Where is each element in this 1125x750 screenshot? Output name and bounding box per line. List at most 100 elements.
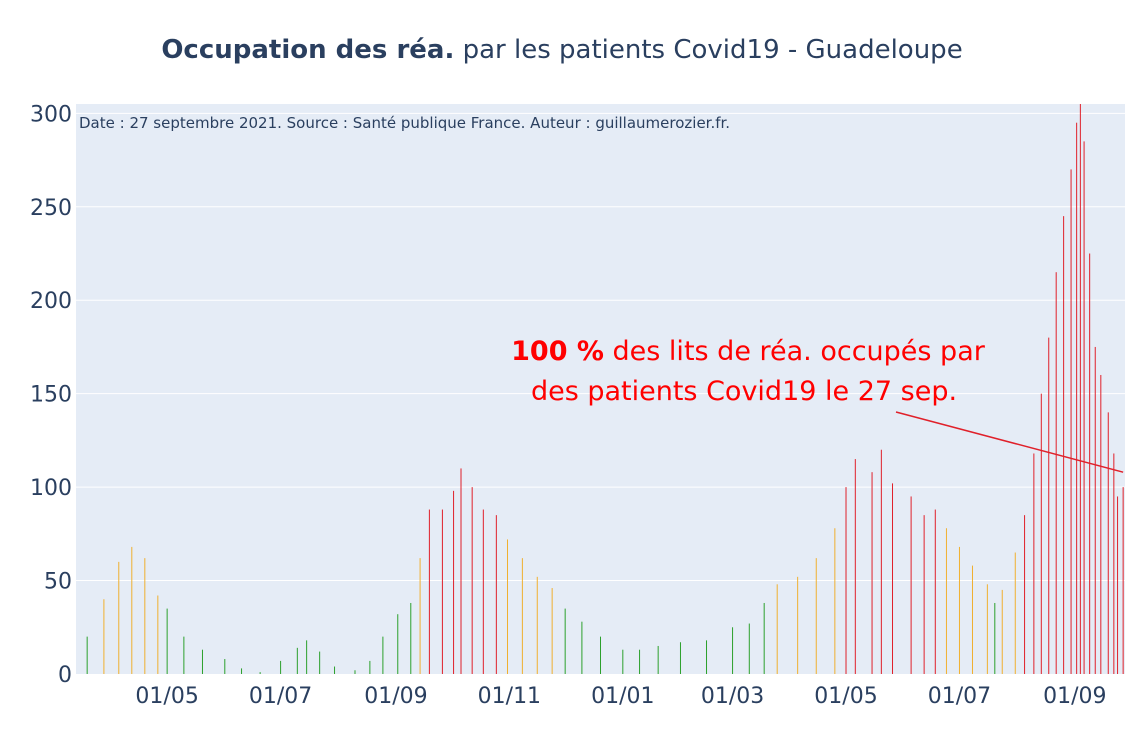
bar: [732, 627, 734, 674]
bar: [428, 509, 430, 674]
chart-title-bold: Occupation des réa.: [161, 35, 454, 65]
bar: [551, 588, 553, 674]
bar: [397, 614, 399, 674]
bar: [507, 539, 509, 674]
plot-background: [76, 104, 1125, 674]
x-tick-label: 01/11: [478, 684, 541, 709]
bar: [224, 659, 226, 674]
bar: [880, 449, 882, 674]
y-tick-label: 50: [44, 570, 72, 595]
y-tick-label: 200: [30, 289, 72, 314]
bar: [892, 483, 894, 674]
bars-group: [86, 104, 1124, 675]
bar: [306, 640, 308, 674]
bar: [382, 636, 384, 674]
source-note: Date : 27 septembre 2021. Source : Santé…: [79, 114, 730, 132]
y-tick-label: 0: [58, 663, 72, 688]
bar: [157, 595, 159, 674]
x-tick-label: 01/05: [814, 684, 877, 709]
bar: [1076, 122, 1078, 674]
bar: [657, 645, 659, 674]
bar: [1055, 272, 1057, 674]
x-axis-ticks: 01/05 01/07 01/09 01/11 01/01 01/03 01/05 01/07…: [135, 684, 1106, 709]
bar: [521, 558, 523, 674]
bar: [797, 576, 799, 674]
y-tick-label: 250: [30, 196, 72, 221]
bar: [1048, 337, 1050, 674]
bar: [834, 528, 836, 674]
bar: [1107, 412, 1109, 674]
annotation-line-2: des patients Covid19 le 27 sep.: [531, 376, 957, 407]
bar: [854, 459, 856, 674]
x-tick-label: 01/01: [591, 684, 654, 709]
bar: [1117, 496, 1119, 674]
bar: [495, 515, 497, 674]
bar: [815, 558, 817, 674]
bar: [118, 561, 120, 674]
annotation-percent: 100 %: [511, 336, 604, 367]
bar: [1070, 169, 1072, 674]
bar: [319, 651, 321, 674]
bar: [86, 636, 88, 674]
x-tick-label: 01/09: [1043, 684, 1106, 709]
bar: [639, 649, 641, 674]
bar: [994, 602, 996, 674]
bar: [482, 509, 484, 674]
bar: [1122, 487, 1124, 674]
bar: [1014, 552, 1016, 674]
bar: [1033, 453, 1035, 674]
x-tick-label: 01/07: [249, 684, 312, 709]
bar: [280, 660, 282, 674]
annotation-pointer-line: [895, 411, 1124, 473]
bar: [971, 565, 973, 674]
bar: [934, 509, 936, 674]
bar: [1063, 216, 1065, 674]
bar: [871, 472, 873, 674]
bar: [183, 636, 185, 674]
bar: [201, 649, 203, 674]
bar: [1001, 589, 1003, 674]
bar: [1100, 374, 1102, 674]
bar: [354, 670, 356, 674]
bar: [131, 546, 133, 674]
y-axis-ticks: 0 50 100 150 200 250 300: [30, 102, 72, 688]
bar: [144, 558, 146, 674]
bar: [600, 636, 601, 674]
bar: [986, 584, 988, 674]
bar: [259, 672, 261, 674]
bar: [369, 660, 371, 674]
grid-lines: [76, 112, 1125, 582]
x-tick-label: 01/03: [701, 684, 764, 709]
bar: [536, 576, 538, 674]
bar: [763, 602, 765, 674]
bar: [581, 621, 583, 674]
chart-title: Occupation des réa. par les patients Cov…: [161, 35, 962, 65]
bar: [1083, 141, 1085, 674]
bar: [706, 640, 708, 674]
x-tick-label: 01/05: [135, 684, 198, 709]
bar: [103, 599, 105, 674]
y-tick-label: 100: [30, 476, 72, 501]
annotation-line-1-text: des lits de réa. occupés par: [604, 336, 986, 367]
bar: [776, 584, 778, 674]
bar: [748, 623, 750, 674]
bar: [460, 468, 462, 674]
bar: [296, 647, 298, 674]
bar: [1024, 515, 1026, 674]
bar: [419, 558, 421, 674]
bar: [1094, 346, 1096, 674]
bar: [923, 515, 925, 674]
bar: [845, 487, 847, 674]
y-tick-label: 300: [30, 102, 72, 127]
chart-title-rest: par les patients Covid19 - Guadeloupe: [454, 35, 962, 65]
bar: [1040, 393, 1042, 674]
bar: [564, 608, 566, 674]
bar: [241, 668, 243, 674]
bar: [471, 487, 473, 674]
bar: [958, 546, 960, 674]
bar: [910, 496, 912, 674]
bar: [945, 528, 947, 674]
x-tick-label: 01/07: [928, 684, 991, 709]
x-tick-label: 01/09: [364, 684, 427, 709]
